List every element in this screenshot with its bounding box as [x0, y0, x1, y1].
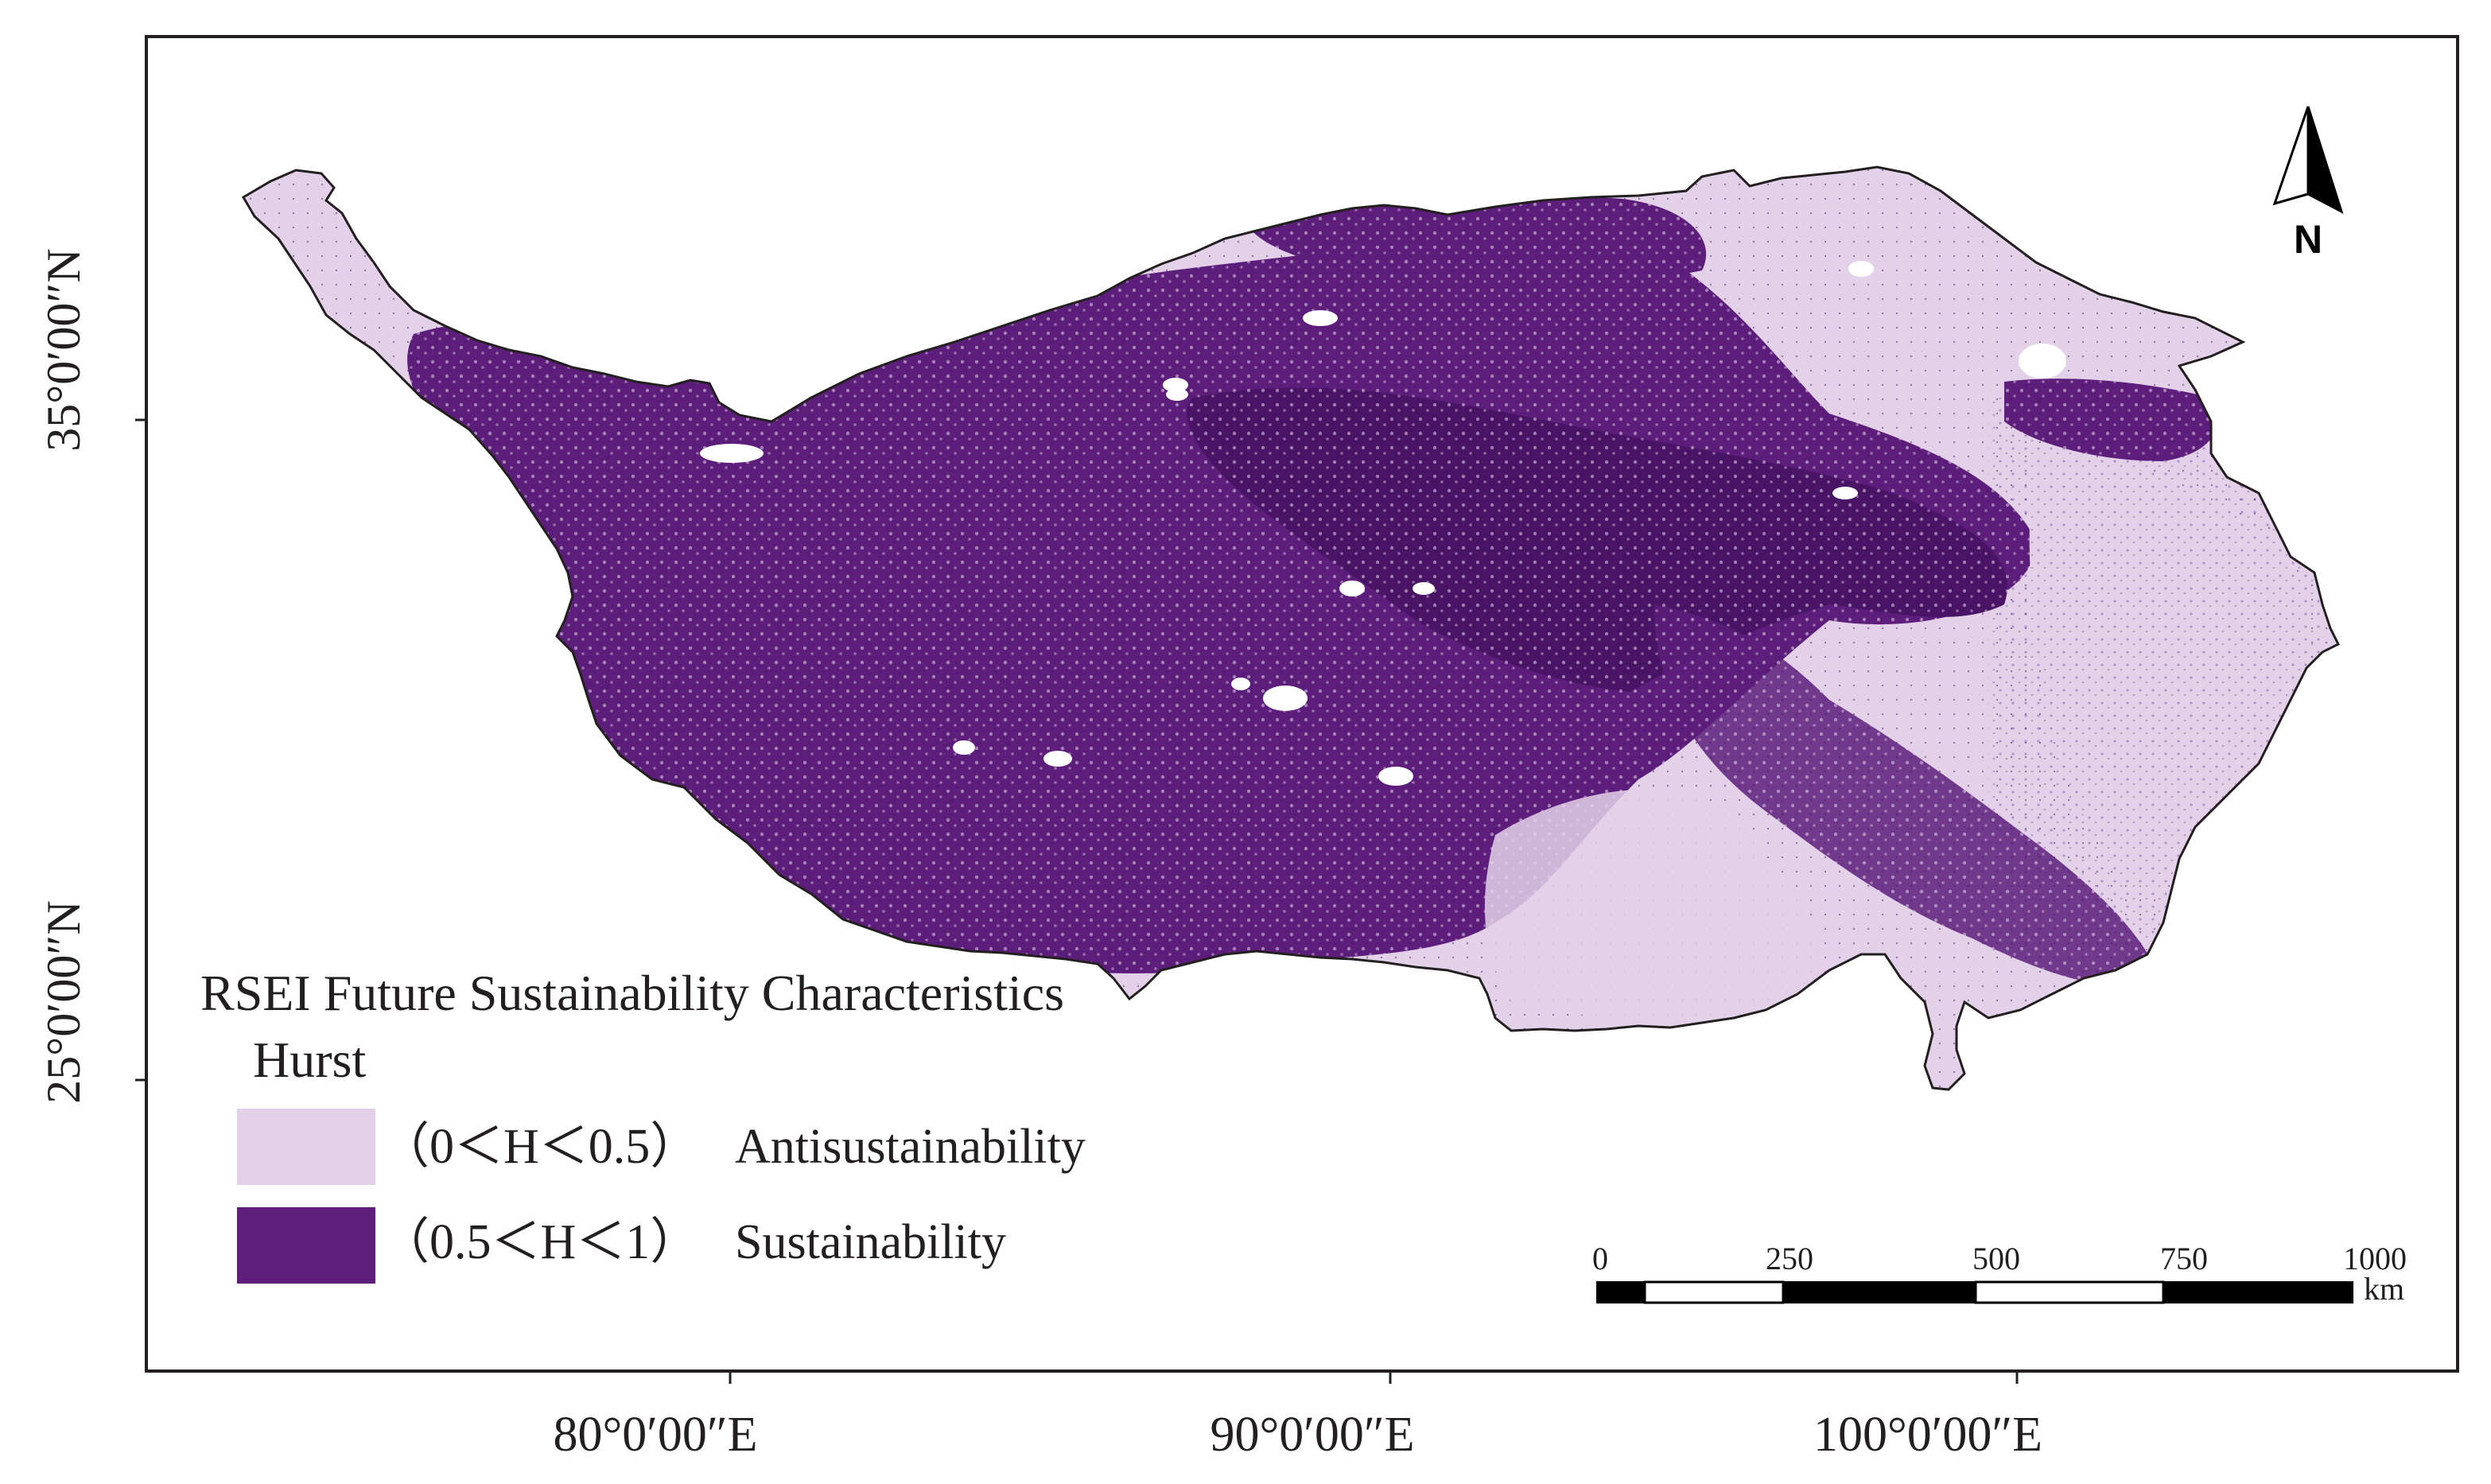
lake — [1303, 310, 1338, 326]
lon-label-90: 90°0′00″E — [1210, 1408, 1414, 1462]
lake — [1848, 261, 1874, 277]
lake — [1832, 487, 1858, 499]
lake — [1413, 582, 1435, 595]
legend-swatch-antisustainability — [237, 1109, 375, 1185]
lake — [1263, 686, 1308, 711]
lake — [953, 740, 975, 755]
lake — [1163, 378, 1188, 392]
legend-item-range: （0.5＜H＜1） — [380, 1215, 699, 1269]
legend-item-label: Antisustainability — [735, 1120, 1086, 1174]
legend-title: RSEI Future Sustainability Characteristi… — [200, 965, 1064, 1021]
legend-swatch-sustainability — [237, 1207, 375, 1284]
scale-bar-segment — [1643, 1280, 1785, 1304]
scale-bar-segment — [1782, 1281, 1976, 1303]
scale-tick-500: 500 — [1972, 1241, 2020, 1276]
lon-label-100: 100°0′00″E — [1813, 1408, 2042, 1462]
legend-item-range: （0＜H＜0.5） — [380, 1120, 699, 1174]
lake — [1231, 678, 1250, 690]
lake — [2019, 344, 2066, 379]
scale-bar-segment — [1974, 1280, 2165, 1304]
scale-tick-1000: 1000 — [2343, 1241, 2407, 1276]
lake — [1166, 388, 1188, 401]
north-arrow-right-half — [2306, 106, 2344, 215]
lat-label-25: 25°0′00″N — [37, 900, 90, 1103]
plateau-outline — [241, 165, 2341, 1091]
latitude-ticks — [135, 418, 146, 1082]
scale-tick-0: 0 — [1592, 1241, 1608, 1276]
antisustainability-southeast — [1484, 789, 1818, 1021]
scale-tick-750: 750 — [2160, 1241, 2208, 1276]
legend: RSEI Future Sustainability Characteristi… — [200, 965, 1086, 1284]
lat-label-35: 35°0′00″N — [37, 248, 90, 451]
lake — [1378, 767, 1413, 786]
scale-unit: km — [2364, 1271, 2404, 1307]
scale-tick-250: 250 — [1766, 1241, 1813, 1276]
scale-bar: 0 250 500 750 1000 km — [1592, 1241, 2407, 1307]
scale-bar-segment — [2163, 1281, 2353, 1303]
longitude-ticks — [729, 1371, 2019, 1384]
legend-subtitle: Hurst — [253, 1031, 366, 1088]
lake — [1043, 751, 1072, 767]
lake — [700, 444, 764, 463]
lon-label-80: 80°0′00″E — [553, 1408, 757, 1462]
scale-bar-segment — [1596, 1281, 1646, 1303]
legend-item-label: Sustainability — [735, 1215, 1006, 1269]
north-arrow-label: N — [2294, 217, 2322, 262]
north-arrow: N — [2272, 106, 2344, 262]
lake — [1339, 581, 1365, 596]
